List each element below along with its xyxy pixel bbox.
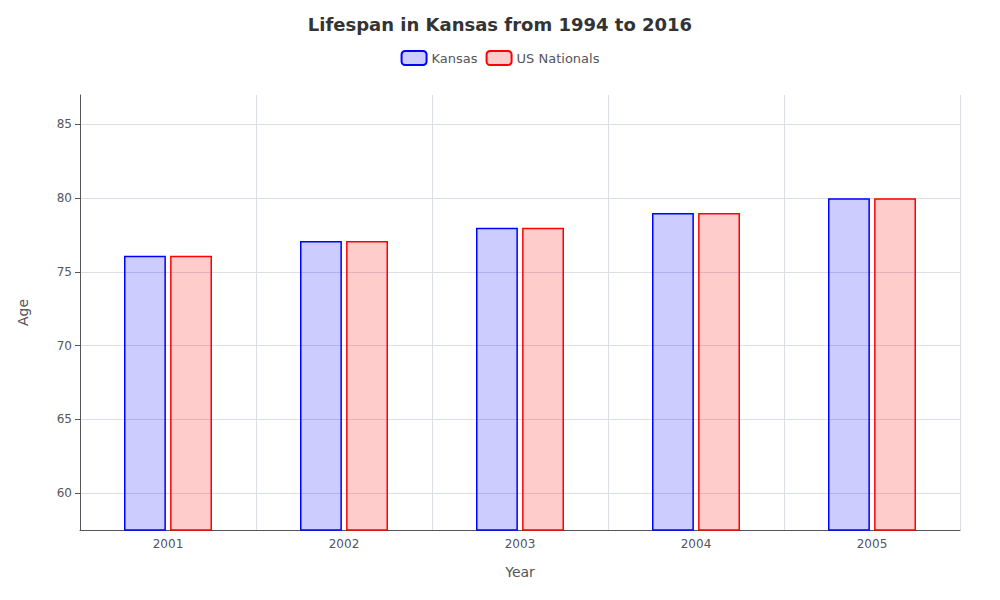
svg-text:US Nationals: US Nationals bbox=[517, 51, 600, 66]
svg-text:60: 60 bbox=[57, 486, 72, 500]
svg-text:Lifespan in Kansas from 1994 t: Lifespan in Kansas from 1994 to 2016 bbox=[308, 14, 692, 35]
svg-text:Age: Age bbox=[15, 299, 31, 326]
svg-text:2003: 2003 bbox=[505, 537, 536, 551]
svg-text:2002: 2002 bbox=[329, 537, 360, 551]
svg-text:2004: 2004 bbox=[681, 537, 712, 551]
svg-text:Kansas: Kansas bbox=[432, 51, 478, 66]
svg-text:2001: 2001 bbox=[153, 537, 184, 551]
svg-text:85: 85 bbox=[57, 117, 72, 131]
svg-text:2005: 2005 bbox=[857, 537, 888, 551]
svg-text:70: 70 bbox=[57, 339, 72, 353]
svg-text:Year: Year bbox=[504, 564, 535, 580]
svg-text:65: 65 bbox=[57, 412, 72, 426]
svg-text:80: 80 bbox=[57, 191, 72, 205]
svg-text:75: 75 bbox=[57, 265, 72, 279]
